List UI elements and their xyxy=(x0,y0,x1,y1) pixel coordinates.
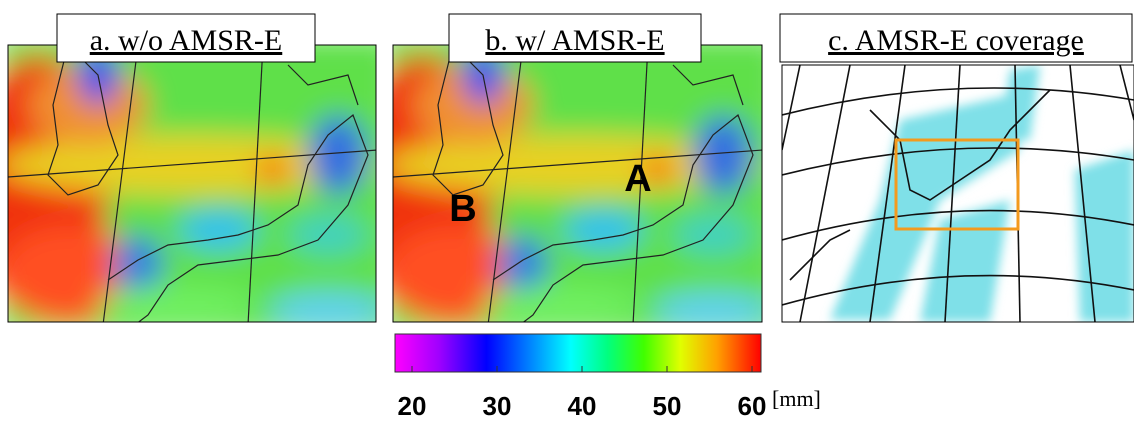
panel-title: b. w/ AMSR-E xyxy=(485,24,664,57)
colorbar-tick-label: 60 xyxy=(738,391,767,421)
colorbar-tick-label: 20 xyxy=(398,391,427,421)
colorbar-tick-label: 50 xyxy=(653,391,682,421)
panel-title: a. w/o AMSR-E xyxy=(90,24,283,57)
map-label: B xyxy=(449,188,476,230)
title-box xyxy=(779,13,1133,63)
panel-title: c. AMSR-E coverage xyxy=(828,24,1084,57)
colorbar-tick-label: 40 xyxy=(568,391,597,421)
colorbar xyxy=(394,333,762,373)
map-label: A xyxy=(624,158,651,200)
map-frame xyxy=(781,64,1134,323)
map-a xyxy=(8,45,376,322)
title-box xyxy=(56,13,316,63)
map-c xyxy=(782,65,1134,322)
colorbar-ticks: 20 30 40 50 60 xyxy=(398,366,767,421)
colorbar-tick-label: 30 xyxy=(483,391,512,421)
map-b xyxy=(393,45,762,322)
title-box xyxy=(448,13,702,63)
colorbar-unit: [mm] xyxy=(772,386,821,411)
